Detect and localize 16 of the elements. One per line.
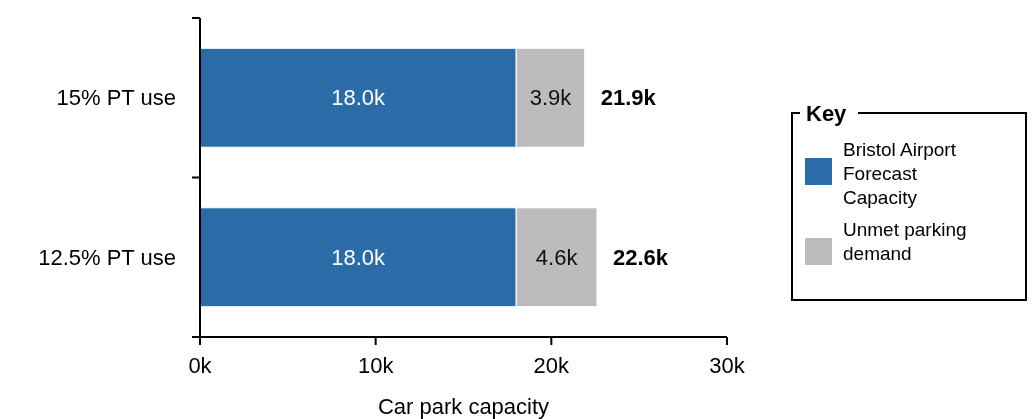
total-label: 22.6k bbox=[613, 244, 669, 270]
x-tick-label: 30k bbox=[709, 353, 746, 378]
data-label: 18.0k bbox=[331, 85, 386, 111]
legend-title: Key bbox=[806, 100, 848, 126]
data-label: 3.9k bbox=[529, 85, 573, 111]
x-tick-label: 20k bbox=[533, 353, 571, 378]
total-label: 21.9k bbox=[600, 85, 657, 111]
y-tick-label: 12.5% PT use bbox=[38, 244, 176, 270]
data-label: 18.0k bbox=[331, 244, 386, 270]
y-tick-label: 15% PT use bbox=[56, 85, 176, 111]
data-label: 4.6k bbox=[535, 244, 579, 270]
legend-label: Unmet parking demand bbox=[843, 219, 967, 264]
x-tick-label: 10k bbox=[357, 353, 395, 378]
x-axis-title: Car park capacity bbox=[377, 394, 550, 419]
x-tick-label: 0k bbox=[188, 353, 213, 378]
legend-label: Bristol Airport Forecast Capacity bbox=[843, 139, 957, 208]
